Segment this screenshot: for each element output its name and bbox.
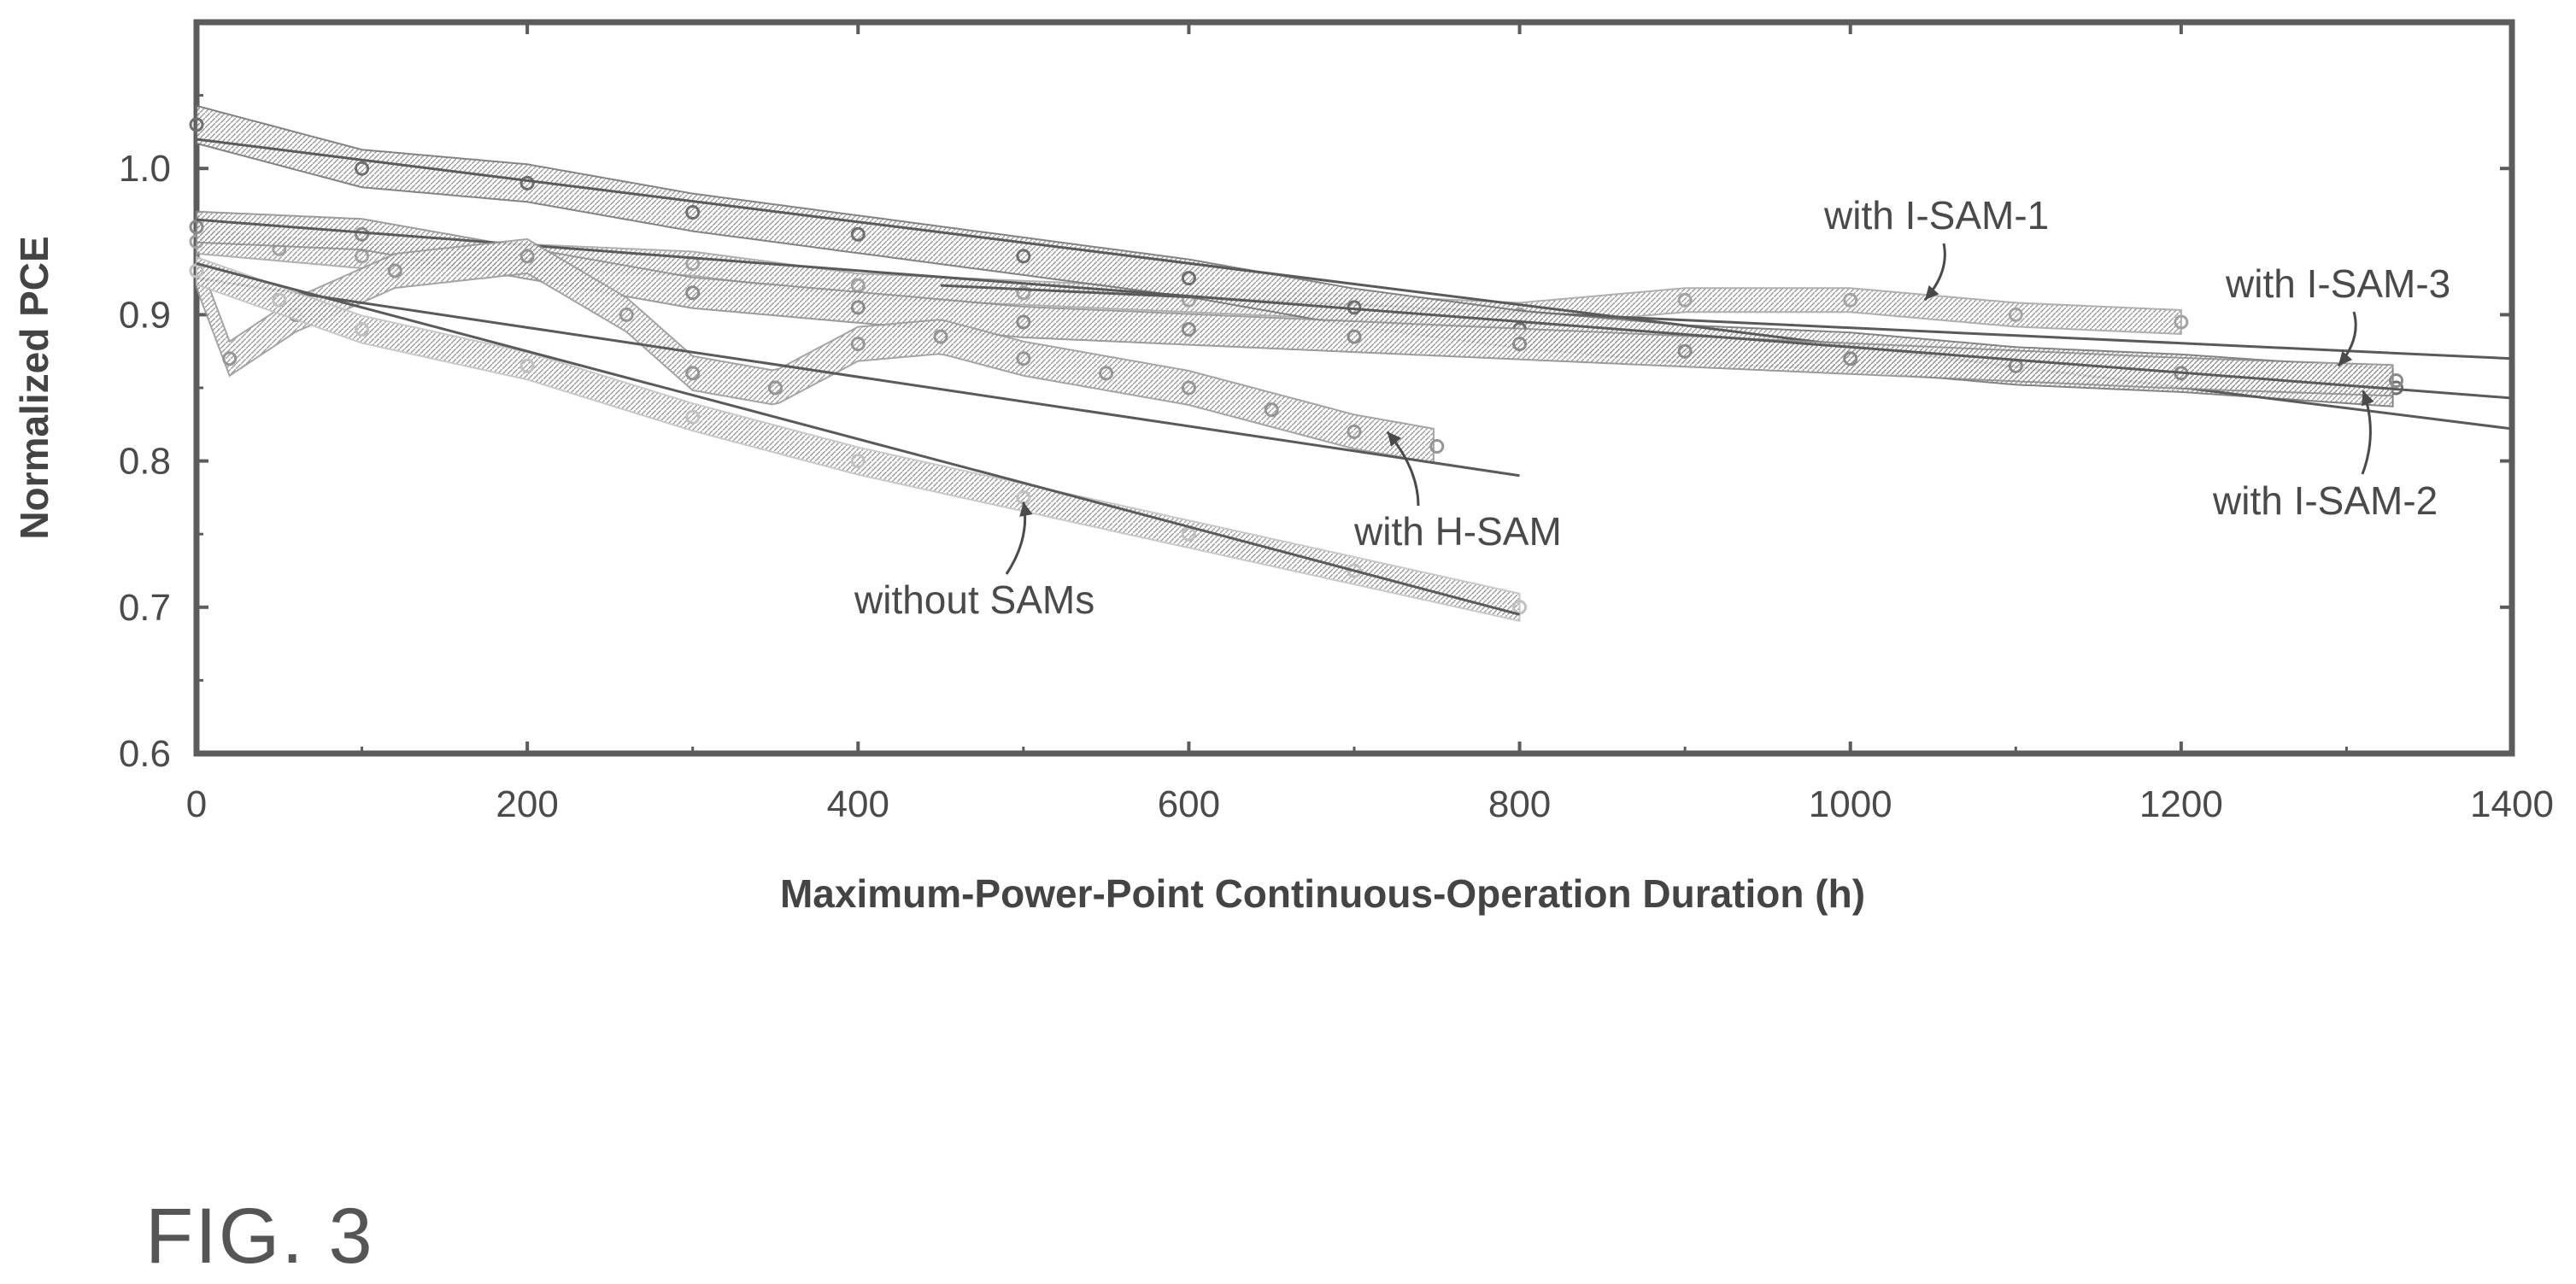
y-tick-label: 0.8 — [119, 441, 171, 483]
data-point — [850, 226, 866, 242]
data-point — [685, 285, 701, 301]
annotation-label: with I-SAM-2 — [2212, 478, 2438, 523]
data-point — [1264, 402, 1279, 418]
data-point — [355, 322, 370, 337]
data-point — [1429, 438, 1445, 454]
x-tick-label: 1000 — [1809, 783, 1892, 825]
data-band — [196, 255, 1521, 623]
x-tick-label: 200 — [496, 783, 558, 825]
annotation-label: with H-SAM — [1353, 509, 1562, 554]
y-axis-ticks: 0.6 0.7 0.8 0.9 1.0 — [119, 94, 2512, 775]
data-point — [1181, 271, 1196, 286]
data-point — [1512, 600, 1528, 615]
data-point — [1099, 366, 1114, 381]
y-tick-label: 1.0 — [119, 148, 171, 190]
data-point — [1016, 351, 1031, 366]
data-point — [1181, 322, 1196, 337]
data-point — [519, 358, 535, 373]
series-without-sams — [189, 255, 1528, 623]
data-point — [1347, 563, 1362, 578]
annotation: with H-SAM — [1353, 431, 1562, 554]
fit-line — [196, 277, 1520, 478]
annotation-label: with I-SAM-1 — [1823, 193, 2049, 237]
x-tick-label: 600 — [1158, 783, 1220, 825]
data-point — [189, 263, 204, 278]
data-point — [355, 226, 370, 242]
annotation: without SAMs — [854, 501, 1094, 622]
data-point — [933, 329, 948, 344]
x-tick-label: 1400 — [2470, 783, 2554, 825]
annotation-arrowhead — [1387, 431, 1402, 447]
data-point — [189, 220, 204, 235]
data-point — [850, 300, 866, 315]
annotation-arrowhead — [1019, 501, 1033, 517]
data-point — [850, 337, 866, 352]
data-point — [685, 366, 701, 381]
annotation: with I-SAM-2 — [2212, 390, 2438, 523]
data-point — [1677, 343, 1693, 359]
annotation-arrowhead — [1924, 284, 1939, 301]
data-point — [519, 175, 535, 191]
x-tick-label: 0 — [186, 783, 207, 825]
y-tick-label: 0.9 — [119, 294, 171, 336]
data-point — [850, 454, 866, 469]
data-point — [685, 409, 701, 425]
series-layer — [189, 104, 2513, 623]
annotation: with I-SAM-1 — [1823, 193, 2049, 302]
y-tick-label: 0.6 — [119, 733, 171, 775]
annotation-arrowhead — [2361, 390, 2374, 407]
y-axis-title: Normalized PCE — [12, 236, 56, 539]
data-point — [1512, 337, 1528, 352]
data-point — [2174, 314, 2189, 330]
y-tick-label: 0.7 — [119, 587, 171, 629]
data-point — [1347, 424, 1362, 439]
data-point — [1016, 285, 1031, 301]
annotation-arrowhead — [2338, 350, 2353, 366]
annotation: with I-SAM-3 — [2225, 261, 2450, 367]
data-point — [685, 205, 701, 220]
data-point — [2008, 307, 2023, 322]
data-point — [519, 249, 535, 264]
annotation-label: with I-SAM-3 — [2225, 261, 2450, 306]
data-point — [1843, 351, 1858, 366]
x-axis-title: Maximum-Power-Point Continuous-Operation… — [780, 871, 1865, 916]
data-point — [1016, 314, 1031, 330]
data-point — [222, 351, 238, 366]
x-tick-label: 1200 — [2139, 783, 2223, 825]
data-point — [272, 292, 287, 308]
x-tick-label: 800 — [1488, 783, 1551, 825]
x-axis-ticks: 0 200 400 600 800 1000 1200 1400 — [186, 22, 2554, 825]
data-point — [1016, 249, 1031, 264]
data-point — [1347, 329, 1362, 344]
annotation-label: without SAMs — [854, 578, 1094, 622]
data-point — [619, 307, 634, 322]
annotations-layer: with I-SAM-1 with I-SAM-3 with I-SAM-2 with… — [854, 193, 2450, 622]
data-point — [768, 380, 783, 396]
figure-label: FIG. 3 — [145, 1193, 374, 1280]
data-point — [1843, 292, 1858, 308]
data-point — [2389, 372, 2403, 388]
data-point — [1181, 380, 1196, 396]
data-point — [387, 263, 402, 278]
data-point — [1181, 526, 1196, 542]
fit-line — [196, 218, 2513, 400]
fit-line — [196, 262, 1520, 616]
x-tick-label: 400 — [827, 783, 889, 825]
data-point — [189, 117, 204, 132]
data-point — [1677, 292, 1693, 308]
data-point — [355, 161, 370, 176]
